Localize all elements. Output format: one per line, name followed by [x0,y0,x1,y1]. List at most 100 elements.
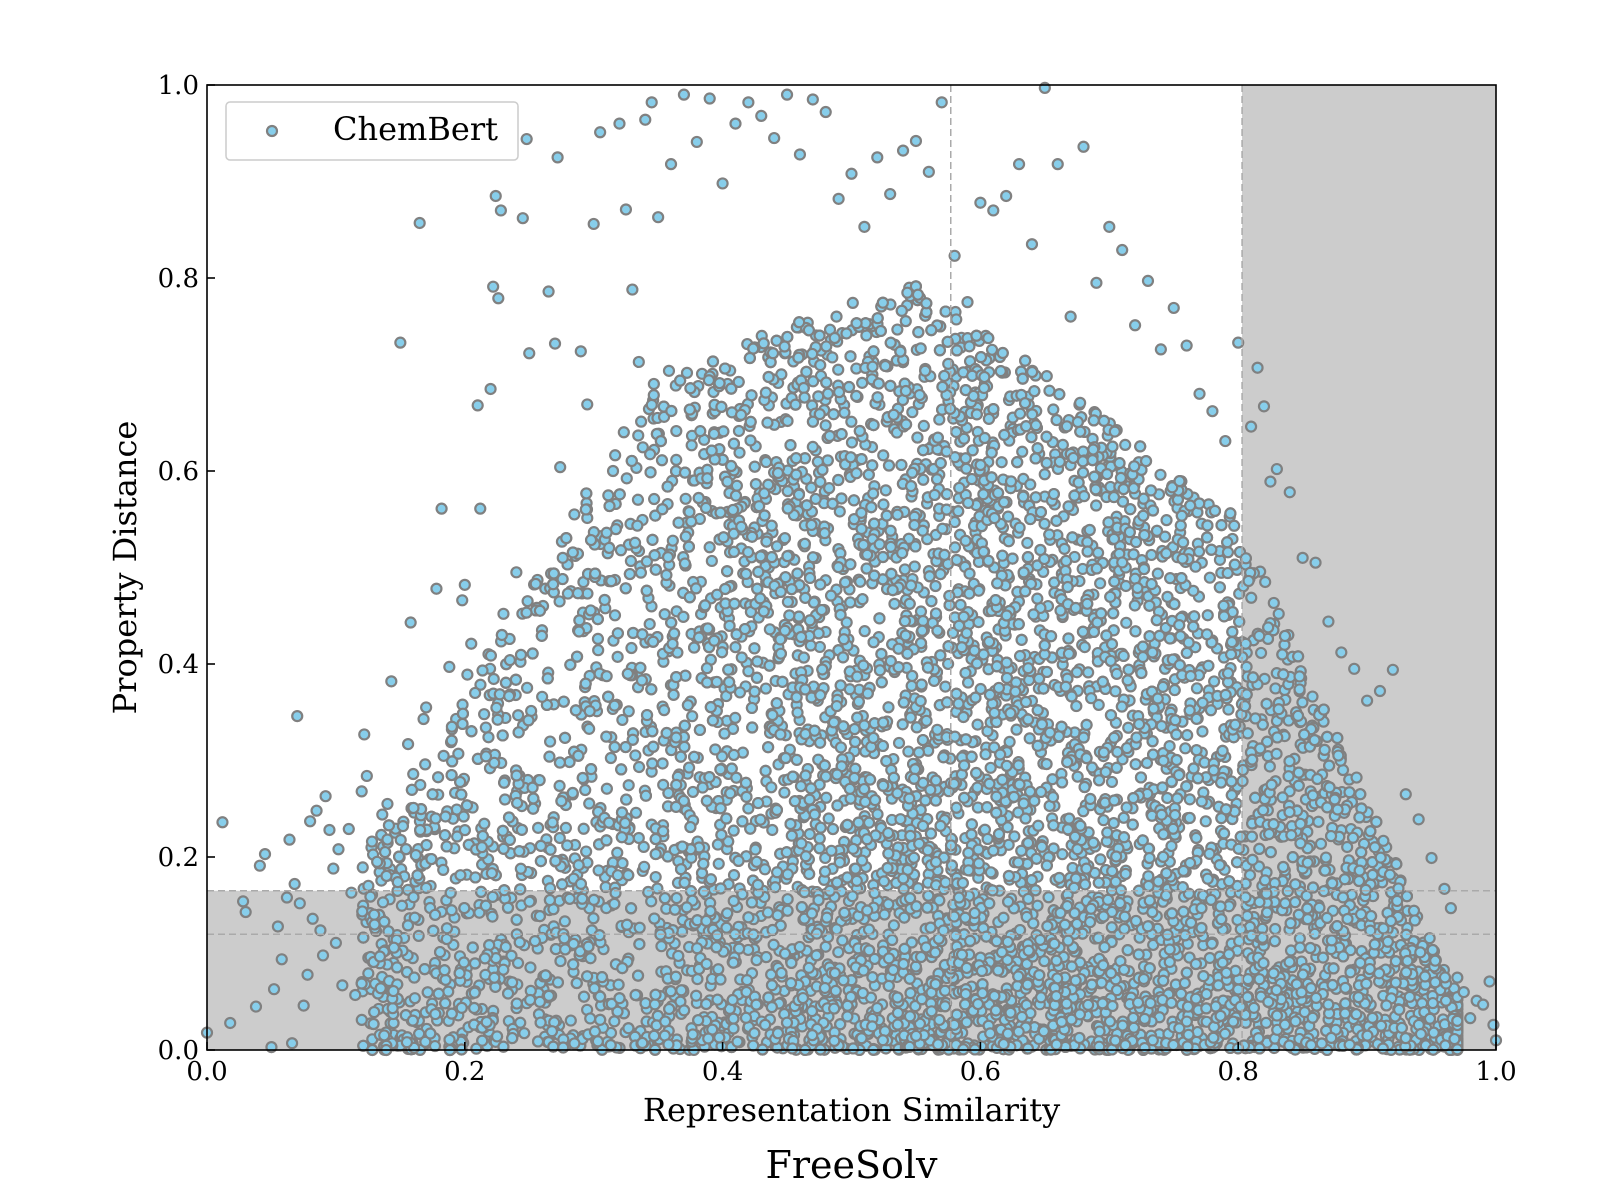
scatter-point [750,954,763,967]
scatter-point [803,828,816,841]
scatter-point [1046,791,1060,804]
scatter-point [878,908,891,921]
scatter-point [634,566,648,579]
scatter-point [498,793,512,806]
scatter-point [1074,396,1087,409]
scatter-point [933,413,946,426]
scatter-point [553,779,566,792]
scatter-point [608,1015,621,1028]
scatter-point [1350,771,1363,784]
scatter-point [686,710,699,723]
scatter-point [632,429,645,442]
scatter-point [647,389,660,402]
scatter-point [1222,703,1235,716]
scatter-point [694,425,707,438]
scatter-point [884,524,897,537]
scatter-point [604,751,617,765]
scatter-point [584,1012,597,1025]
scatter-point [624,554,638,568]
scatter-point [732,424,746,438]
scatter-point [1040,370,1053,383]
scatter-point [431,771,445,784]
scatter-point [766,823,779,837]
scatter-point [558,915,571,928]
scatter-point [658,704,671,717]
scatter-point [643,617,656,631]
scatter-point [662,364,676,377]
scatter-point [364,890,377,903]
scatter-point [611,869,624,882]
scatter-point [437,749,450,762]
scatter-point [896,718,909,731]
scatter-point [583,722,596,735]
scatter-point [1109,685,1122,698]
scatter-point [587,912,600,925]
scatter-point [1267,596,1280,610]
scatter-point [1319,851,1333,864]
scatter-point [600,730,613,743]
scatter-point [592,644,605,657]
scatter-point [888,597,901,610]
scatter-point [1082,666,1095,679]
scatter-point [781,893,794,906]
scatter-point [1003,735,1016,748]
scatter-point [1192,545,1206,558]
scatter-point [778,786,791,799]
scatter-point [524,961,537,974]
scatter-point [1245,591,1258,604]
scatter-point [1085,761,1099,774]
scatter-point [580,845,593,858]
scatter-point [1097,814,1110,827]
scatter-point [887,919,901,932]
scatter-point [1306,690,1319,703]
scatter-point [1090,499,1103,512]
scatter-point [1160,514,1173,527]
scatter-point [729,711,742,724]
scatter-point [877,498,890,511]
scatter-point [1010,723,1023,736]
scatter-point [1119,438,1132,451]
scatter-point [1341,840,1354,854]
scatter-point [1269,922,1282,936]
scatter-point [476,664,489,677]
scatter-point [583,797,596,810]
scatter-point [846,296,859,309]
scatter-point [1164,572,1177,585]
scatter-point [822,812,835,825]
scatter-point [487,672,500,686]
scatter-point [1038,517,1051,530]
scatter-point [979,748,992,761]
scatter-point [1120,616,1133,629]
scatter-point [914,342,927,355]
scatter-point [412,929,425,942]
data-points [200,81,1503,1057]
scatter-point [1038,468,1051,481]
scatter-point [579,783,592,797]
scatter-point [670,424,683,438]
scatter-point [1260,1016,1273,1029]
scatter-point [679,492,692,505]
scatter-point [1031,899,1044,912]
scatter-point [1105,921,1118,934]
scatter-point [948,541,962,554]
scatter-point [1070,666,1084,679]
scatter-point [845,415,858,428]
scatter-point [882,701,895,714]
scatter-point [781,595,795,609]
scatter-point [791,567,804,580]
scatter-point [609,886,622,900]
scatter-point [905,679,918,692]
scatter-point [820,791,833,804]
scatter-point [826,351,839,364]
scatter-point [511,956,525,970]
scatter-point [1151,567,1164,580]
scatter-point [1094,853,1107,866]
scatter-point [781,485,794,498]
scatter-point [1240,660,1253,673]
scatter-point [917,419,930,433]
scatter-point [670,453,683,466]
scatter-point [814,358,827,372]
scatter-point [646,757,659,770]
scatter-point [703,541,716,554]
scatter-point [1042,891,1055,904]
